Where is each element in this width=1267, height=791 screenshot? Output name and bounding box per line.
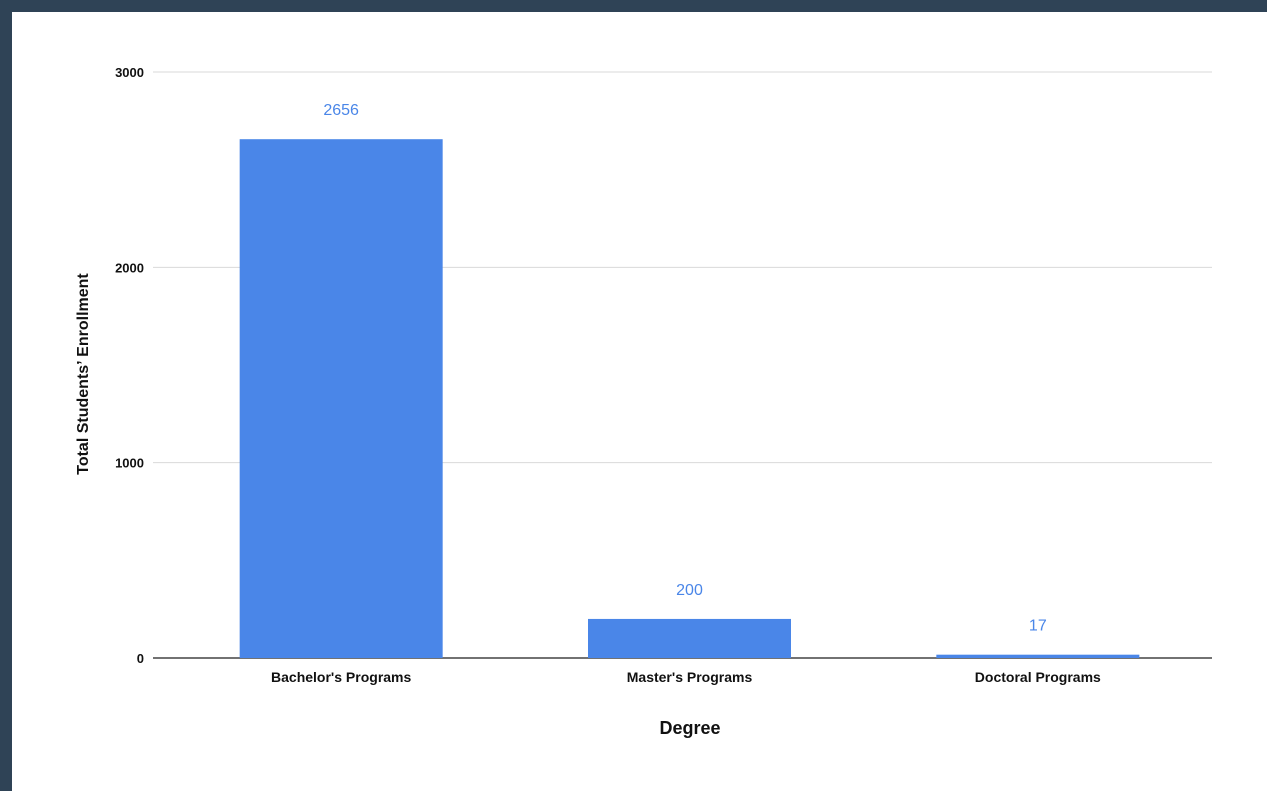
x-axis-title: Degree xyxy=(659,718,720,738)
data-label: 17 xyxy=(1029,618,1047,635)
bar xyxy=(588,618,791,658)
category-label: Doctoral Programs xyxy=(975,669,1101,685)
y-tick-label: 0 xyxy=(137,651,144,666)
bar xyxy=(239,139,443,658)
category-label: Bachelor's Programs xyxy=(271,669,411,685)
y-tick-labels: 0 1000 2000 3000 xyxy=(115,65,144,666)
data-labels: 2656 200 17 xyxy=(323,102,1046,634)
category-labels: Bachelor's Programs Master's Programs Doct… xyxy=(271,669,1101,685)
chart-panel: 0 1000 2000 3000 2656 200 17 Bachelor's Progr… xyxy=(12,12,1267,791)
data-label: 200 xyxy=(676,582,703,599)
y-tick-label: 1000 xyxy=(115,456,144,471)
bar xyxy=(936,654,1140,658)
bar-chart: 0 1000 2000 3000 2656 200 17 Bachelor's Progr… xyxy=(75,65,1212,738)
category-label: Master's Programs xyxy=(627,669,753,685)
data-label: 2656 xyxy=(323,102,359,119)
y-tick-label: 2000 xyxy=(115,260,144,275)
y-tick-label: 3000 xyxy=(115,65,144,80)
bars xyxy=(239,139,1140,658)
y-axis-title: Total Students’ Enrollment xyxy=(75,273,92,475)
